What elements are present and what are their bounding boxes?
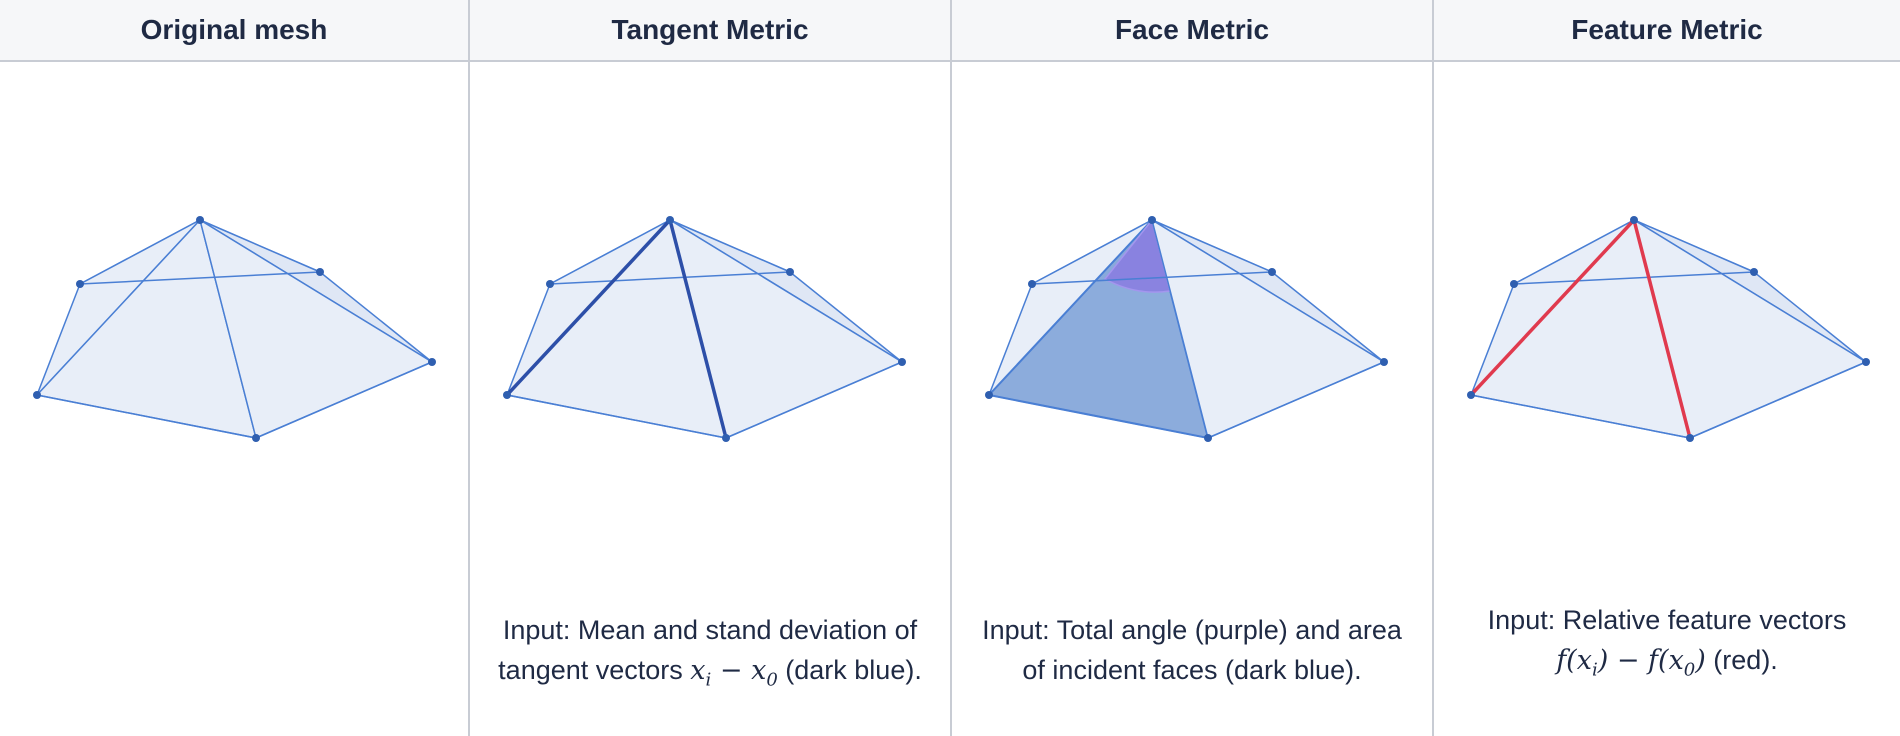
vertex bbox=[786, 268, 794, 276]
vertex bbox=[1380, 358, 1388, 366]
column-feature-metric: Feature Metric bbox=[1434, 0, 1900, 736]
cell-tangent-metric: Input: Mean and stand deviation of tange… bbox=[470, 62, 950, 736]
vertex bbox=[546, 280, 554, 288]
vertex bbox=[1268, 268, 1276, 276]
base-edge bbox=[1513, 271, 1755, 285]
vertex bbox=[1862, 358, 1870, 366]
caption-tangent-text: Input: Mean and stand deviation of tange… bbox=[498, 615, 918, 685]
column-face-metric: Face Metric bbox=[952, 0, 1434, 736]
column-original-mesh: Original mesh bbox=[0, 0, 470, 736]
vertex bbox=[985, 391, 993, 399]
column-tangent-metric: Tangent Metric bbox=[470, 0, 952, 736]
vertex bbox=[33, 391, 41, 399]
header-face-metric: Face Metric bbox=[952, 0, 1432, 62]
base-edge bbox=[988, 394, 1209, 439]
vertex bbox=[76, 280, 84, 288]
base-edge bbox=[549, 271, 791, 285]
vertex bbox=[1204, 434, 1212, 442]
base-edge bbox=[1470, 394, 1691, 439]
vertex bbox=[898, 358, 906, 366]
base-edge bbox=[36, 394, 257, 439]
caption-tangent-suffix: (dark blue). bbox=[777, 655, 922, 685]
caption-feature-suffix: (red). bbox=[1705, 645, 1778, 675]
cell-face-metric: Input: Total angle (purple) and area of … bbox=[952, 62, 1432, 736]
tangent-vector-edge bbox=[505, 218, 672, 397]
caption-feature-math: f(xi) − f(x0) bbox=[1556, 645, 1706, 681]
header-tangent-metric: Tangent Metric bbox=[470, 0, 950, 62]
mesh-diagram-original bbox=[33, 216, 436, 442]
header-feature-metric: Feature Metric bbox=[1434, 0, 1900, 62]
caption-feature-text: Input: Relative feature vectors bbox=[1487, 605, 1847, 635]
vertex bbox=[1467, 391, 1475, 399]
feature-vector-edge-red bbox=[1632, 219, 1692, 439]
cell-original-mesh bbox=[0, 62, 468, 736]
vertex bbox=[1630, 216, 1638, 224]
vertex bbox=[196, 216, 204, 224]
header-original-mesh: Original mesh bbox=[0, 0, 468, 62]
base-edge bbox=[79, 271, 321, 285]
caption-feature-metric: Input: Relative feature vectors f(xi) − … bbox=[1434, 600, 1900, 690]
tangent-vector-edge bbox=[668, 219, 728, 439]
vertex bbox=[252, 434, 260, 442]
vertex bbox=[428, 358, 436, 366]
base-edge bbox=[255, 361, 433, 439]
base-edge bbox=[1689, 361, 1867, 439]
vertex bbox=[316, 268, 324, 276]
vertex bbox=[1148, 216, 1156, 224]
mesh-diagram-feature bbox=[1467, 216, 1870, 442]
vertex bbox=[503, 391, 511, 399]
vertex bbox=[1750, 268, 1758, 276]
vertex bbox=[1510, 280, 1518, 288]
caption-face-metric: Input: Total angle (purple) and area of … bbox=[982, 615, 1402, 685]
cell-feature-metric: Input: Relative feature vectors f(xi) − … bbox=[1434, 62, 1900, 736]
vertex bbox=[722, 434, 730, 442]
vertex bbox=[1686, 434, 1694, 442]
base-edge bbox=[1031, 271, 1273, 285]
feature-vector-edge-red bbox=[1469, 218, 1636, 397]
caption-tangent-metric: Input: Mean and stand deviation of tange… bbox=[470, 610, 950, 700]
vertex bbox=[666, 216, 674, 224]
vertex bbox=[1028, 280, 1036, 288]
mesh-diagram-tangent bbox=[503, 216, 906, 442]
base-edge bbox=[1207, 361, 1385, 439]
base-edge bbox=[725, 361, 903, 439]
caption-tangent-math: xi − x0 bbox=[690, 655, 778, 691]
mesh-diagram-face bbox=[985, 216, 1388, 442]
base-edge bbox=[506, 394, 727, 439]
